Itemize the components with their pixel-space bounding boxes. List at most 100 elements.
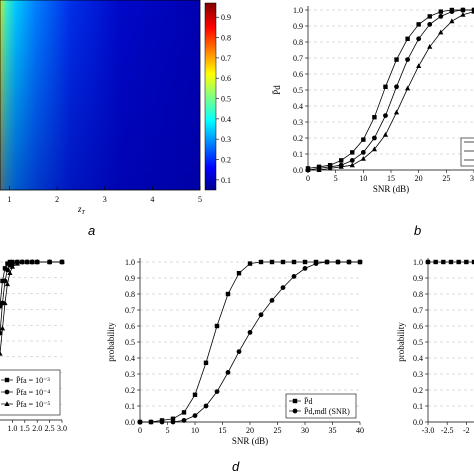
y-tick-label: 0.7 [125, 306, 135, 315]
x-tick-label: 1.0 [7, 424, 17, 433]
data-point [360, 156, 366, 161]
x-tick-label: 1.5 [20, 424, 30, 433]
x-tick-label: 20 [246, 426, 254, 435]
data-point [405, 36, 410, 41]
data-point [269, 298, 275, 303]
x-tick-label: 5 [334, 174, 338, 183]
data-point [236, 349, 242, 354]
data-point [203, 360, 209, 365]
colorbar-tick-label: 0.6 [221, 74, 231, 83]
heatmap-x-tick-label: 4 [150, 195, 154, 204]
y-axis-label: probability [106, 322, 116, 362]
y-tick-label: 0.1 [125, 402, 135, 411]
panel-d: 0 5 10 15 20 25 30 35 40 0.0 0.1 0.2 0.3 0.4 0.5 0.6 0.7… [106, 258, 364, 446]
data-point [460, 7, 466, 13]
heatmap-frame [0, 0, 201, 191]
data-point [280, 259, 286, 265]
data-point [460, 12, 466, 17]
data-point [159, 419, 165, 425]
y-tick-label: 0.7 [413, 306, 423, 315]
data-point [441, 259, 446, 265]
legend-label: P̄fa = 10⁻⁴ [16, 388, 50, 397]
data-point [148, 419, 154, 425]
y-tick-label: 0.5 [413, 338, 423, 347]
data-point [14, 260, 20, 266]
y-tick-label: 0.9 [125, 274, 135, 283]
data-point [302, 266, 308, 271]
y-tick-label: 0.3 [125, 370, 135, 379]
heatmap-x-label: zT [77, 204, 86, 216]
y-tick-label: 0.3 [293, 118, 303, 127]
legend-box [285, 393, 357, 419]
y-tick-label: 0.8 [293, 38, 303, 47]
x-tick-label: -2.5 [441, 426, 454, 435]
data-point [170, 419, 176, 425]
panel-label-a: a [88, 223, 95, 238]
heatmap-x-tick-label: 3 [103, 195, 107, 204]
data-point [24, 259, 30, 264]
legend-label: P̄d [304, 397, 312, 406]
panel-e: -3.0 -2.5 -2 0.0 0.1 0.2 0.3 0.4 0.5 0.6 0.7 0.8 0.9… [396, 258, 474, 435]
data-point [192, 392, 198, 397]
series-line [307, 9, 474, 171]
data-point [291, 274, 297, 279]
y-tick-label: 0.9 [293, 22, 303, 31]
data-point [4, 377, 10, 383]
y-tick-label: 0.8 [413, 290, 423, 299]
data-point [448, 259, 454, 265]
data-point [0, 350, 3, 356]
colorbar-tick-label: 0.3 [221, 135, 231, 144]
x-tick-label: 0 [306, 174, 310, 183]
x-axis-label: SNR (dB) [373, 184, 409, 194]
series-line [0, 261, 62, 354]
data-point [214, 323, 220, 329]
x-tick-label: 10 [359, 174, 367, 183]
y-tick-label: 0.8 [125, 290, 135, 299]
data-point [427, 14, 432, 19]
series-2 [137, 259, 363, 425]
data-point [247, 330, 253, 335]
data-point [192, 413, 198, 418]
x-tick-label: 30 [470, 174, 474, 183]
series-1 [305, 7, 474, 171]
y-tick-label: 0.2 [293, 134, 303, 143]
data-point [471, 259, 474, 265]
y-tick-label: 1.0 [413, 258, 423, 267]
data-point [214, 389, 220, 394]
data-point [350, 150, 355, 155]
panel-label-b: b [414, 223, 421, 238]
data-point [393, 109, 400, 115]
data-point [29, 259, 35, 264]
x-tick-label: 3.0 [57, 424, 67, 433]
data-point [2, 266, 8, 271]
heatmap-x-tick-label: 2 [55, 195, 59, 204]
data-point [0, 304, 3, 309]
legend-item: P̄d,mdl (SNR) [289, 407, 350, 416]
y-tick-label: 0.9 [413, 274, 423, 283]
data-point [449, 18, 455, 24]
data-point [203, 403, 209, 409]
data-point [0, 325, 6, 331]
y-axis-label: P̄d [272, 85, 282, 95]
panel-a: 1 2 3 4 5 zT 0.1 0.2 0.3 0.4 0.5 0.6 0.7 0.8 0.9 a [0, 0, 231, 238]
data-point [438, 29, 444, 35]
y-tick-label: 0.1 [293, 150, 303, 159]
data-point [416, 22, 421, 27]
x-tick-label: -2 [463, 426, 470, 435]
series-line [308, 11, 474, 171]
legend-item: P̄fa = 10⁻³ [1, 376, 50, 385]
data-point [425, 259, 431, 265]
data-point [137, 419, 143, 425]
legend-item: P̄d [289, 397, 312, 406]
colorbar-tick-label: 0.8 [221, 34, 231, 43]
data-point [335, 259, 341, 265]
series-3 [0, 259, 65, 356]
data-point [372, 135, 377, 141]
data-point [291, 259, 297, 265]
data-point [258, 312, 264, 318]
heatmap-x-ticks: 1 2 3 4 5 [8, 186, 202, 204]
data-point [349, 158, 355, 163]
panel-c: 1.0 1.5 2.0 2.5 3.0P̄fa = 10⁻³P̄fa = 10⁻⁴P̄f… [0, 259, 67, 433]
x-tick-label: 10 [191, 426, 199, 435]
data-point [394, 84, 399, 90]
